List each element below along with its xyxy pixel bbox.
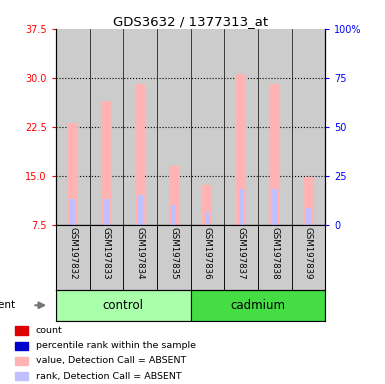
Bar — [70, 199, 75, 225]
Bar — [56, 290, 191, 321]
Bar — [292, 29, 325, 225]
Bar — [169, 166, 179, 225]
Bar — [157, 29, 191, 225]
Title: GDS3632 / 1377313_at: GDS3632 / 1377313_at — [113, 15, 268, 28]
Text: GSM197836: GSM197836 — [203, 227, 212, 280]
Text: agent: agent — [0, 300, 16, 310]
Bar — [224, 29, 258, 225]
Bar — [258, 225, 292, 290]
Text: GSM197833: GSM197833 — [102, 227, 111, 280]
Text: rank, Detection Call = ABSENT: rank, Detection Call = ABSENT — [36, 372, 181, 381]
Text: GSM197838: GSM197838 — [270, 227, 279, 280]
Bar — [203, 185, 213, 225]
Text: GSM197835: GSM197835 — [169, 227, 178, 280]
Bar — [137, 195, 142, 225]
Bar — [292, 225, 325, 290]
Bar — [239, 189, 244, 225]
Bar — [89, 29, 123, 225]
Bar — [224, 225, 258, 290]
Bar — [191, 225, 224, 290]
Bar — [15, 357, 28, 365]
Text: count: count — [36, 326, 63, 335]
Bar — [56, 225, 89, 290]
Bar — [104, 199, 109, 225]
Bar — [157, 225, 191, 290]
Bar — [236, 74, 246, 225]
Bar — [303, 177, 313, 225]
Bar — [191, 290, 325, 321]
Text: GSM197832: GSM197832 — [68, 227, 77, 280]
Bar — [205, 212, 210, 225]
Text: control: control — [103, 299, 144, 312]
Bar — [123, 29, 157, 225]
Bar — [270, 84, 280, 225]
Text: cadmium: cadmium — [231, 299, 285, 312]
Text: percentile rank within the sample: percentile rank within the sample — [36, 341, 196, 350]
Bar — [306, 209, 311, 225]
Bar — [68, 124, 78, 225]
Text: GSM197837: GSM197837 — [237, 227, 246, 280]
Bar — [191, 29, 224, 225]
Bar — [272, 189, 277, 225]
Bar — [171, 205, 176, 225]
Bar — [258, 29, 292, 225]
Bar — [15, 341, 28, 350]
Bar — [123, 225, 157, 290]
Text: GSM197839: GSM197839 — [304, 227, 313, 280]
Bar — [135, 84, 145, 225]
Text: GSM197834: GSM197834 — [136, 227, 144, 280]
Bar — [15, 372, 28, 380]
Bar — [15, 326, 28, 334]
Bar — [56, 29, 89, 225]
Text: value, Detection Call = ABSENT: value, Detection Call = ABSENT — [36, 356, 186, 365]
Bar — [101, 101, 111, 225]
Bar — [89, 225, 123, 290]
